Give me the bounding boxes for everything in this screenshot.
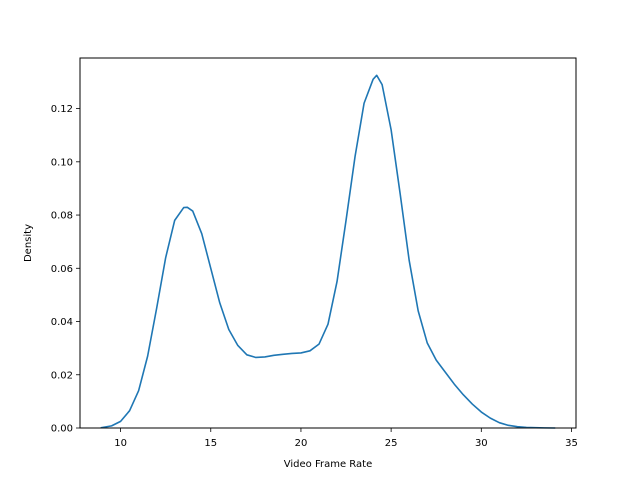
- axes-frame: [79, 57, 577, 429]
- x-tick-label: 35: [565, 438, 578, 449]
- y-tick-label: 0.06: [51, 264, 73, 275]
- y-tick-label: 0.10: [51, 157, 73, 168]
- y-axis-ticks: 0.00 0.02 0.04 0.06 0.08 0.10 0.12: [51, 104, 80, 435]
- x-tick-label: 15: [204, 438, 217, 449]
- x-tick-label: 25: [385, 438, 398, 449]
- plot-area: [100, 74, 556, 429]
- x-tick-label: 10: [114, 438, 127, 449]
- x-axis-ticks: 10 15 20 25 30 35: [114, 428, 578, 449]
- y-tick-label: 0.02: [51, 370, 73, 381]
- y-tick-label: 0.12: [51, 104, 73, 115]
- x-axis-label: Video Frame Rate: [284, 459, 372, 470]
- x-tick-label: 20: [295, 438, 308, 449]
- y-tick-label: 0.08: [51, 211, 73, 222]
- y-tick-label: 0.00: [51, 424, 73, 435]
- x-tick-label: 30: [475, 438, 488, 449]
- y-axis-label: Density: [23, 224, 34, 262]
- y-tick-label: 0.04: [51, 317, 73, 328]
- density-line-0: [100, 74, 556, 429]
